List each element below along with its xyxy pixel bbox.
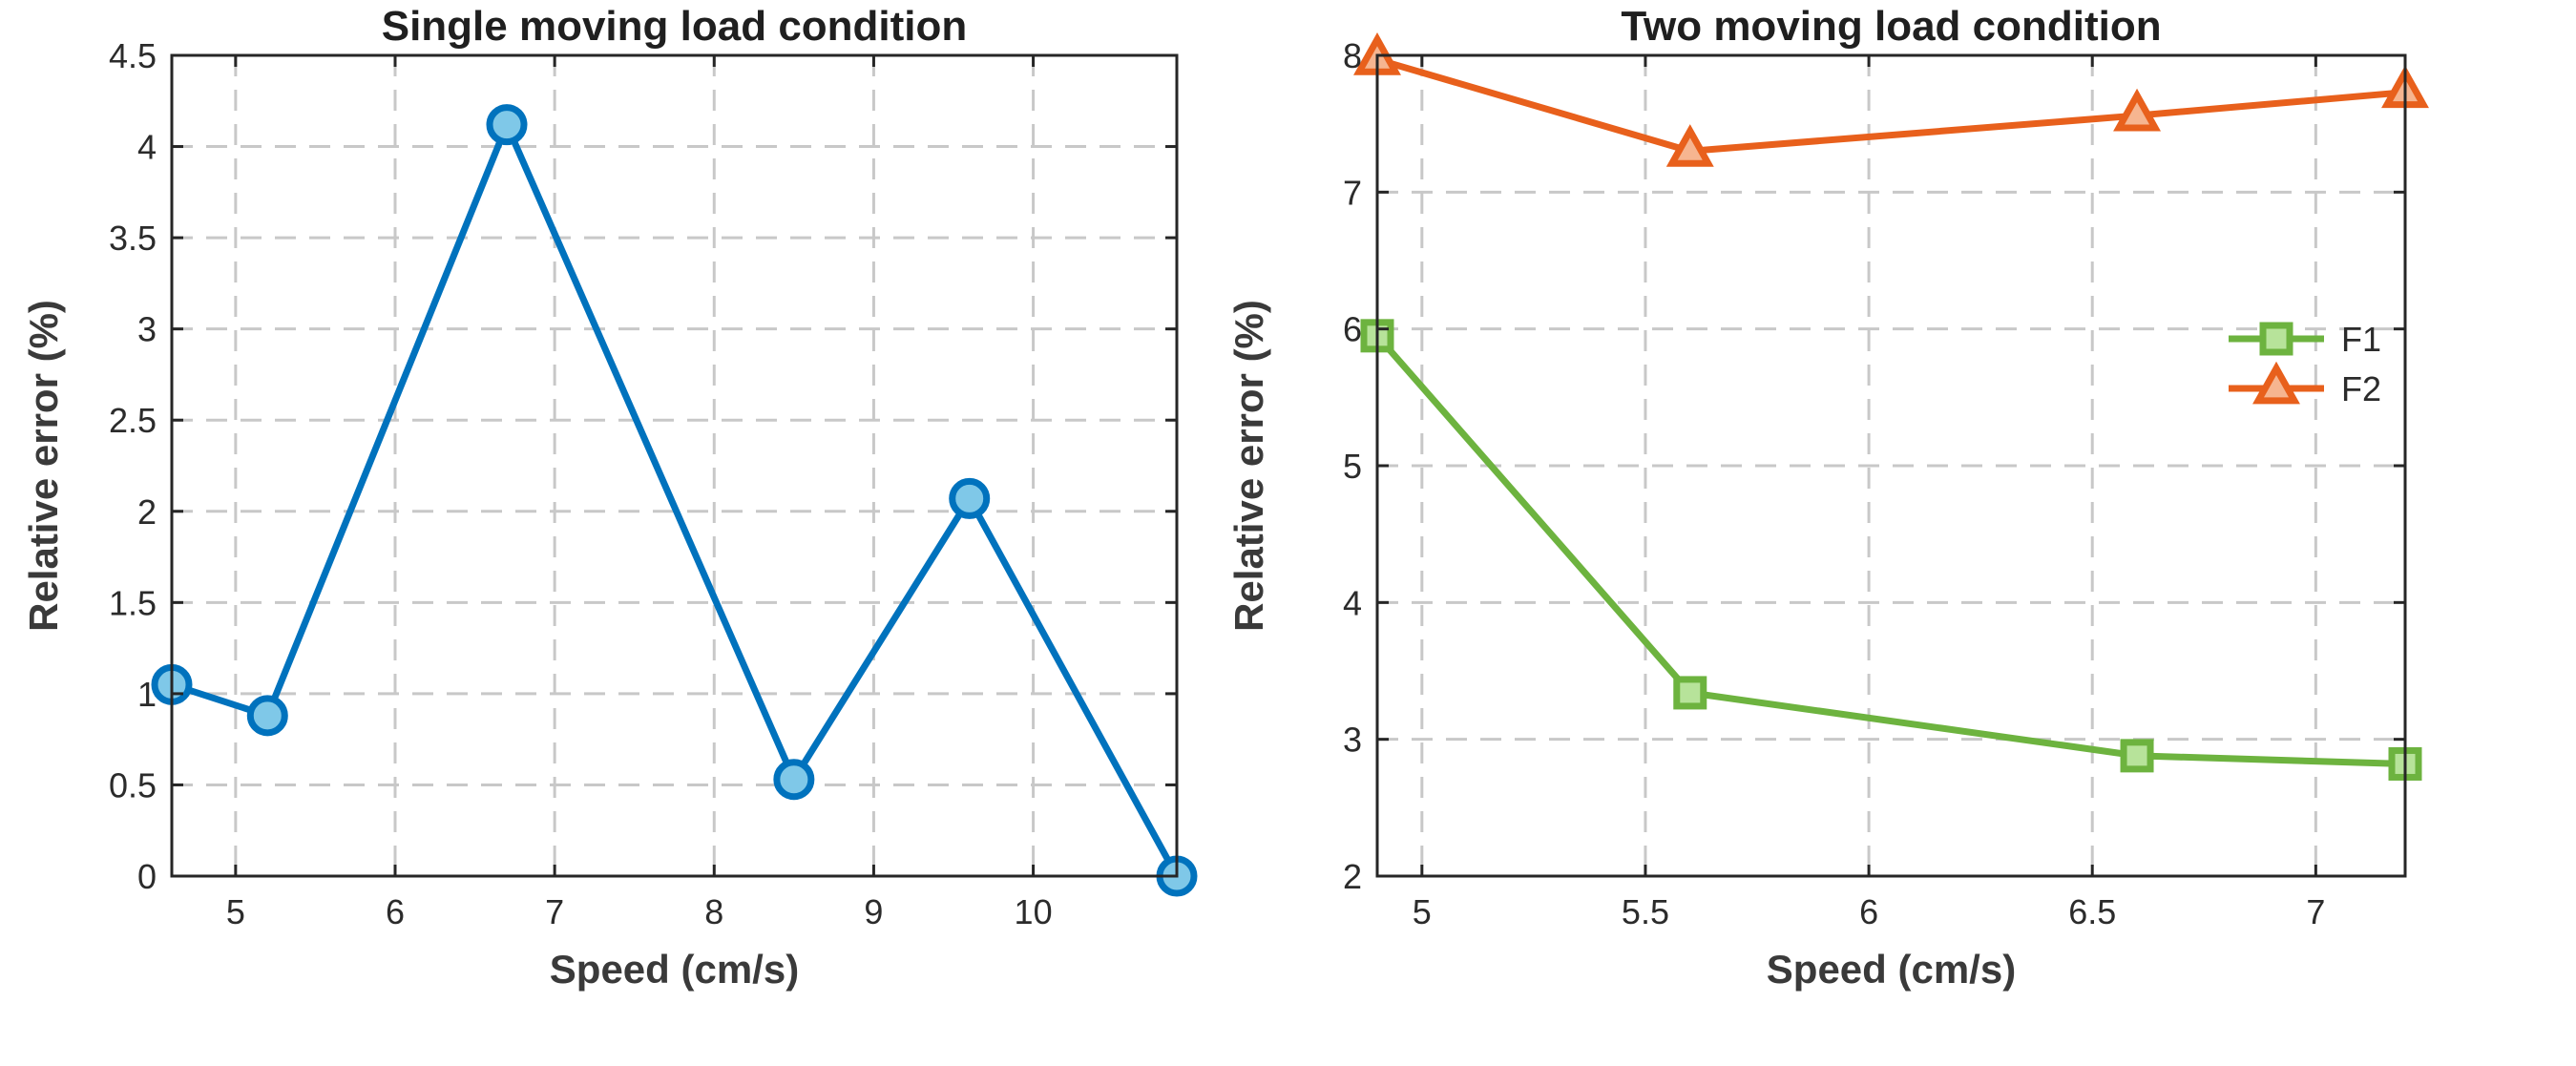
- data-point: [2120, 739, 2154, 773]
- x-tick-label: 5: [1413, 892, 1432, 931]
- series-f2: [1353, 32, 2429, 167]
- x-axis-label: Speed (cm/s): [550, 947, 799, 992]
- y-tick-label: 4.5: [109, 36, 157, 75]
- legend-label: F1: [2341, 320, 2381, 359]
- x-tick-label: 8: [704, 892, 723, 931]
- data-point: [773, 759, 815, 801]
- y-tick-label: 8: [1343, 36, 1362, 75]
- x-tick-label: 6.5: [2068, 892, 2116, 931]
- y-tick-label: 1.5: [109, 583, 157, 622]
- x-tick-label: 7: [545, 892, 564, 931]
- y-tick-label: 3: [137, 310, 157, 349]
- y-tick-label: 4: [137, 128, 157, 167]
- y-tick-label: 7: [1343, 173, 1362, 212]
- y-tick-label: 2: [1343, 857, 1362, 896]
- y-axis-label: Relative error (%): [1226, 300, 1271, 632]
- y-tick-label: 1: [137, 675, 157, 714]
- x-tick-label: 9: [864, 892, 883, 931]
- y-tick-label: 2: [137, 492, 157, 532]
- data-point: [2259, 322, 2293, 356]
- y-tick-label: 4: [1343, 583, 1362, 622]
- y-tick-label: 3: [1343, 721, 1362, 760]
- x-axis-label: Speed (cm/s): [1767, 947, 2016, 992]
- data-point: [1673, 676, 1707, 710]
- data-point: [2252, 361, 2300, 405]
- grid: [172, 55, 1177, 876]
- y-axis-label: Relative error (%): [21, 300, 66, 632]
- legend-entry-f2: F2: [2229, 361, 2381, 408]
- x-tick-label: 5.5: [1622, 892, 1669, 931]
- chart-title: Two moving load condition: [1621, 3, 2161, 50]
- data-point: [1665, 124, 1714, 167]
- data-point: [949, 477, 991, 519]
- series-line: [1374, 333, 2406, 767]
- y-tick-label: 3.5: [109, 219, 157, 258]
- y-tick-label: 6: [1343, 310, 1362, 349]
- axes-frame: [170, 53, 1179, 878]
- ticks: 5 5.5 6 6.5 7 2 3 4 5 6 7 8: [1343, 36, 2405, 931]
- chart-single-moving-load: 5 6 7 8 9 10 0 0.5 1 1.5 2 2.5 3 3.5 4 4.5 Single movin…: [21, 3, 1198, 992]
- legend-label: F2: [2341, 369, 2381, 408]
- data-point: [2113, 88, 2162, 132]
- data-point: [246, 695, 288, 737]
- series-layer: [1353, 32, 2429, 781]
- series-main: [151, 104, 1198, 897]
- series-layer: [151, 104, 1198, 897]
- y-tick-label: 0.5: [109, 765, 157, 805]
- x-tick-label: 10: [1015, 892, 1053, 931]
- series-line: [1376, 55, 2406, 155]
- data-point: [486, 104, 528, 146]
- y-tick-label: 0: [137, 857, 157, 896]
- x-tick-label: 6: [1859, 892, 1878, 931]
- legend-entry-f1: F1: [2229, 320, 2381, 359]
- x-tick-label: 7: [2306, 892, 2325, 931]
- y-tick-label: 2.5: [109, 401, 157, 440]
- x-tick-label: 6: [386, 892, 405, 931]
- y-tick-label: 5: [1343, 447, 1362, 486]
- grid: [1377, 55, 2405, 876]
- ticks: 5 6 7 8 9 10 0 0.5 1 1.5 2 2.5 3 3.5 4 4.5: [109, 36, 1177, 931]
- x-tick-label: 5: [226, 892, 245, 931]
- chart-title: Single moving load condition: [382, 3, 968, 50]
